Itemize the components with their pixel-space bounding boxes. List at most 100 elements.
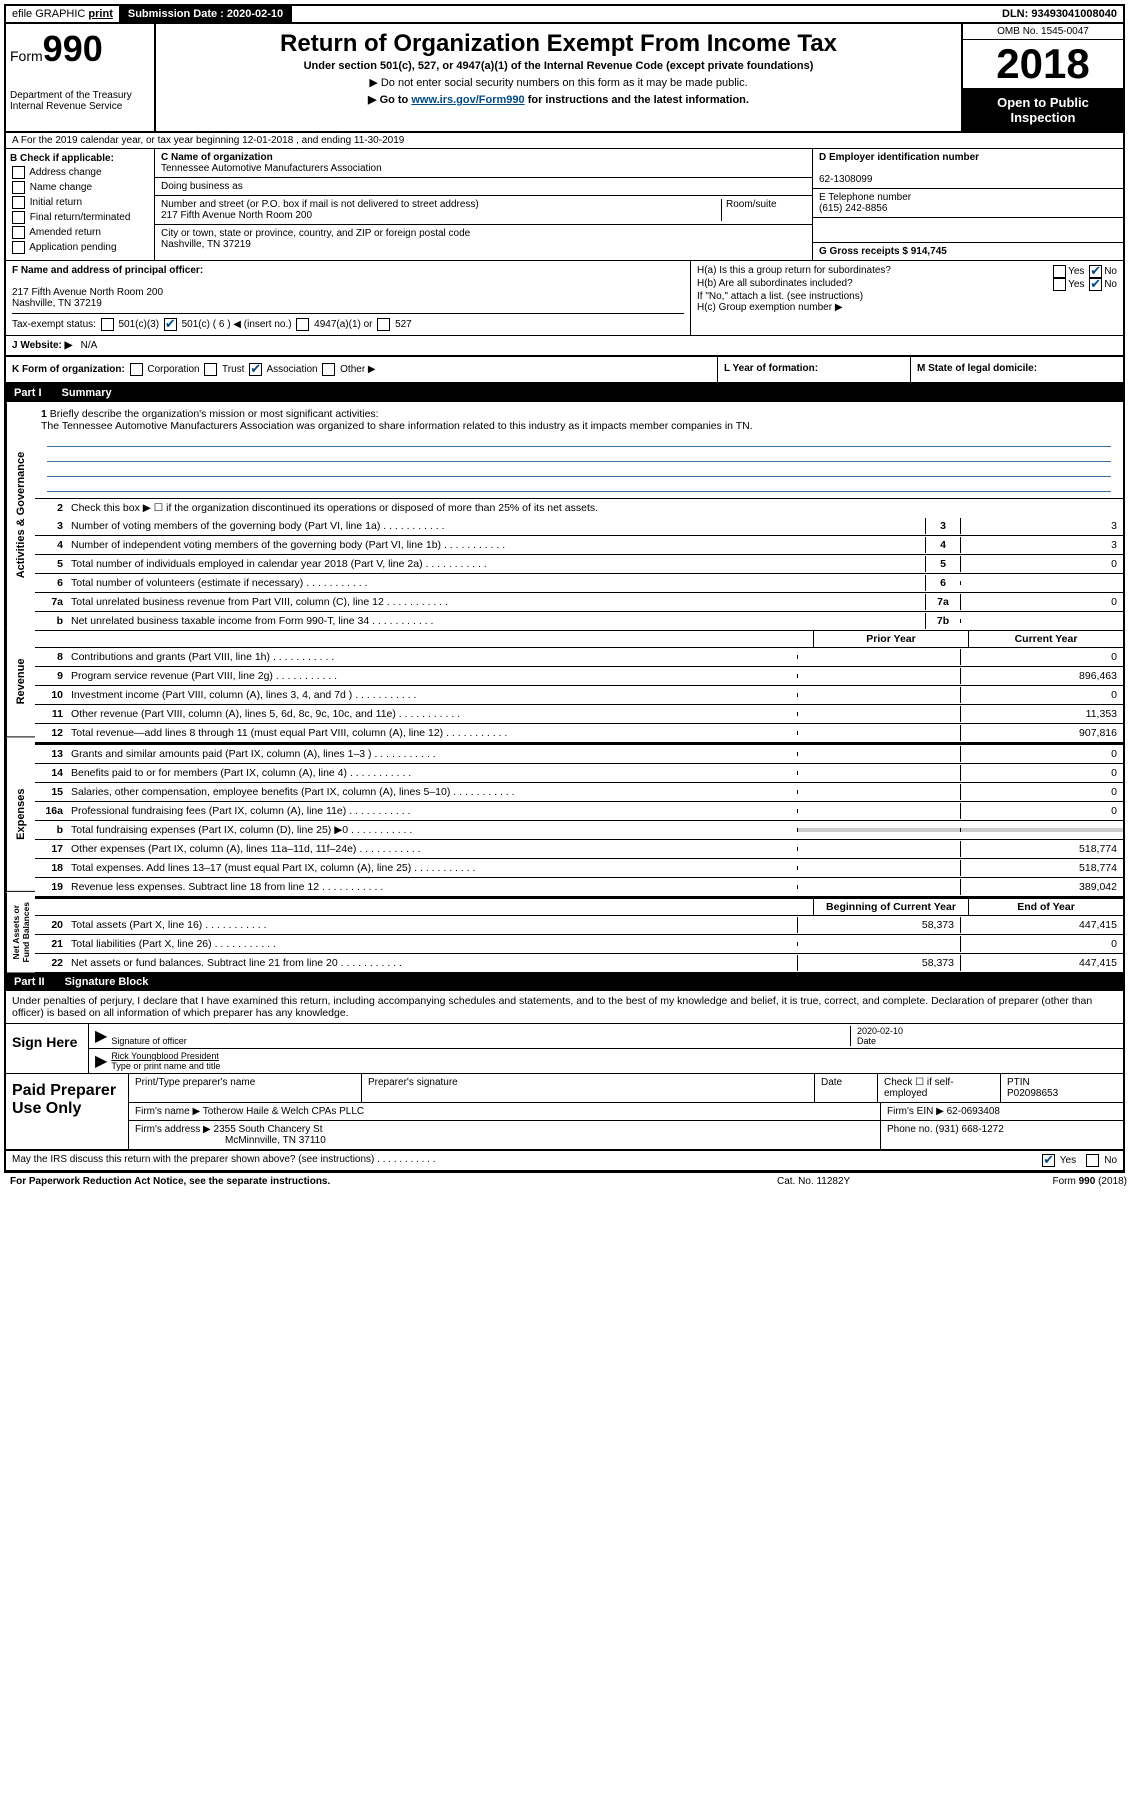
omb-number: OMB No. 1545-0047 (963, 24, 1123, 40)
tax-year: 2018 (963, 40, 1123, 89)
line-19: 19Revenue less expenses. Subtract line 1… (35, 878, 1123, 897)
firm-address: 2355 South Chancery St (214, 1124, 323, 1135)
line-4: 4Number of independent voting members of… (35, 536, 1123, 555)
print-link[interactable]: print (88, 8, 112, 20)
discuss-row: May the IRS discuss this return with the… (6, 1151, 1123, 1171)
dept-label: Department of the Treasury (10, 90, 150, 101)
mission-block: 1 Briefly describe the organization's mi… (35, 402, 1123, 499)
line-18: 18Total expenses. Add lines 13–17 (must … (35, 859, 1123, 878)
hb-note: If "No," attach a list. (see instruction… (697, 291, 1117, 302)
col-b: B Check if applicable: Address change Na… (6, 149, 155, 260)
footer-right: Form 990 (2018) (977, 1176, 1127, 1187)
chk-501c[interactable] (164, 318, 177, 331)
line-3: 3Number of voting members of the governi… (35, 517, 1123, 536)
firm-ein: 62-0693408 (947, 1106, 1000, 1117)
part1-header: Part I Summary (6, 384, 1123, 402)
line-12: 12Total revenue—add lines 8 through 11 (… (35, 724, 1123, 743)
line-10: 10Investment income (Part VIII, column (… (35, 686, 1123, 705)
prep-self-employed[interactable]: Check ☐ if self-employed (878, 1074, 1001, 1102)
sig-officer-label: Signature of officer (111, 1036, 186, 1046)
chk-527[interactable] (377, 318, 390, 331)
dba-label: Doing business as (155, 178, 812, 196)
website-row: J Website: ▶ N/A (6, 336, 1123, 357)
col-b-label: B Check if applicable: (10, 153, 150, 164)
line-21: 21Total liabilities (Part X, line 26) 0 (35, 935, 1123, 954)
prep-name-label: Print/Type preparer's name (129, 1074, 362, 1102)
line-15: 15Salaries, other compensation, employee… (35, 783, 1123, 802)
tel-label: E Telephone number (819, 192, 911, 203)
line-14: 14Benefits paid to or for members (Part … (35, 764, 1123, 783)
sign-here-label: Sign Here (6, 1024, 89, 1073)
side-activities: Activities & Governance (6, 402, 35, 627)
footer-left: For Paperwork Reduction Act Notice, see … (10, 1176, 777, 1187)
side-revenue: Revenue (6, 627, 35, 737)
chk-final-return[interactable]: Final return/terminated (10, 211, 150, 224)
form-header: Form990 Department of the Treasury Inter… (6, 24, 1123, 133)
irs-label: Internal Revenue Service (10, 101, 150, 112)
submission-date-button[interactable]: Submission Date : 2020-02-10 (120, 6, 292, 22)
col-c: C Name of organizationTennessee Automoti… (155, 149, 812, 260)
sig-name: Rick Youngblood President (111, 1051, 219, 1061)
firm-phone: (931) 668-1272 (935, 1124, 1003, 1135)
chk-address-change[interactable]: Address change (10, 166, 150, 179)
chk-name-change[interactable]: Name change (10, 181, 150, 194)
chk-application-pending[interactable]: Application pending (10, 241, 150, 254)
form-title: Return of Organization Exempt From Incom… (160, 30, 957, 58)
top-bar: efile GRAPHIC print Submission Date : 20… (6, 6, 1123, 24)
paid-preparer-label: Paid Preparer Use Only (6, 1074, 129, 1149)
discuss-yes[interactable] (1042, 1154, 1055, 1167)
line-11: 11Other revenue (Part VIII, column (A), … (35, 705, 1123, 724)
page-footer: For Paperwork Reduction Act Notice, see … (4, 1173, 1129, 1190)
chk-amended-return[interactable]: Amended return (10, 226, 150, 239)
firm-city: McMinnville, TN 37110 (225, 1135, 326, 1146)
year-header-rev: Prior YearCurrent Year (35, 631, 1123, 648)
ptin-value: P02098653 (1007, 1088, 1058, 1099)
hb-yes[interactable] (1053, 278, 1066, 291)
hb-no[interactable] (1089, 278, 1102, 291)
gross-receipts: G Gross receipts $ 914,745 (813, 243, 1123, 260)
row-f-h: F Name and address of principal officer:… (6, 261, 1123, 336)
side-expenses: Expenses (6, 738, 35, 892)
footer-mid: Cat. No. 11282Y (777, 1176, 977, 1187)
chk-corp[interactable] (130, 363, 143, 376)
line-2: Check this box ▶ ☐ if the organization d… (67, 500, 1123, 516)
ha-yes[interactable] (1053, 265, 1066, 278)
line-b: bTotal fundraising expenses (Part IX, co… (35, 821, 1123, 840)
line-22: 22Net assets or fund balances. Subtract … (35, 954, 1123, 973)
mission-text: The Tennessee Automotive Manufacturers A… (41, 420, 753, 432)
org-name: Tennessee Automotive Manufacturers Assoc… (161, 163, 382, 174)
chk-trust[interactable] (204, 363, 217, 376)
chk-initial-return[interactable]: Initial return (10, 196, 150, 209)
discuss-no[interactable] (1086, 1154, 1099, 1167)
irs-link[interactable]: www.irs.gov/Form990 (411, 94, 524, 106)
tel-value: (615) 242-8856 (819, 203, 887, 214)
klm-row: K Form of organization: Corporation Trus… (6, 357, 1123, 384)
line-13: 13Grants and similar amounts paid (Part … (35, 745, 1123, 764)
ein-label: D Employer identification number (819, 152, 979, 163)
org-address: 217 Fifth Avenue North Room 200 (161, 210, 312, 221)
tax-status-label: Tax-exempt status: (12, 319, 96, 330)
chk-other[interactable] (322, 363, 335, 376)
line-6: 6Total number of volunteers (estimate if… (35, 574, 1123, 593)
l-label: L Year of formation: (718, 357, 911, 382)
chk-501c3[interactable] (101, 318, 114, 331)
sign-here-row: Sign Here ▶Signature of officer2020-02-1… (6, 1024, 1123, 1074)
line-7a: 7aTotal unrelated business revenue from … (35, 593, 1123, 612)
form-990-container: efile GRAPHIC print Submission Date : 20… (4, 4, 1125, 1173)
line-20: 20Total assets (Part X, line 16) 58,3734… (35, 916, 1123, 935)
org-name-label: C Name of organization (161, 152, 273, 163)
dln-label: DLN: 93493041008040 (996, 6, 1123, 22)
firm-name: Totherow Haile & Welch CPAs PLLC (203, 1106, 364, 1117)
officer-address: 217 Fifth Avenue North Room 200 Nashvill… (12, 287, 684, 309)
ha-label: H(a) Is this a group return for subordin… (697, 265, 1051, 278)
sig-date: 2020-02-10 (857, 1026, 903, 1036)
chk-assoc[interactable] (249, 363, 262, 376)
m-label: M State of legal domicile: (911, 357, 1123, 382)
preparer-row: Paid Preparer Use Only Print/Type prepar… (6, 1074, 1123, 1151)
summary-body: Activities & Governance Revenue Expenses… (6, 402, 1123, 973)
declaration: Under penalties of perjury, I declare th… (6, 991, 1123, 1024)
line-9: 9Program service revenue (Part VIII, lin… (35, 667, 1123, 686)
line-b: bNet unrelated business taxable income f… (35, 612, 1123, 631)
chk-4947[interactable] (296, 318, 309, 331)
room-label: Room/suite (721, 199, 806, 221)
